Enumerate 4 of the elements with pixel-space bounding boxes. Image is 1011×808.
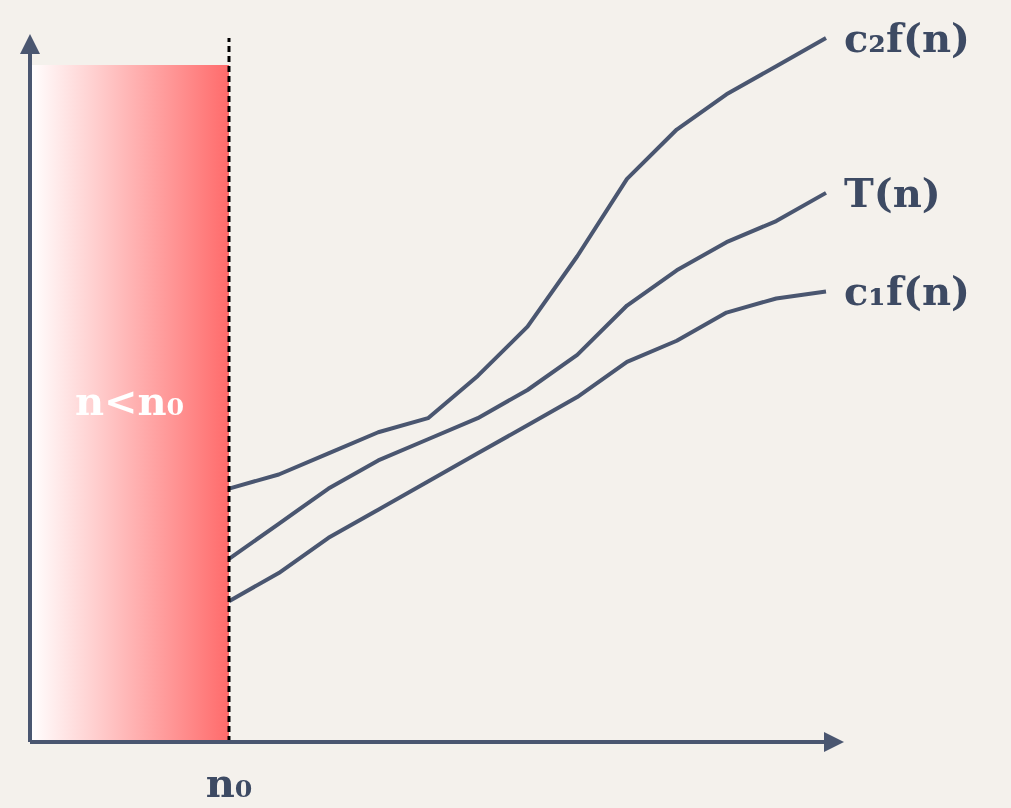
series-label: T(n) <box>844 168 941 216</box>
series-label: c₁f(n) <box>844 267 971 315</box>
text: n₀ <box>205 759 253 806</box>
series-label: c₂f(n) <box>844 14 971 61</box>
